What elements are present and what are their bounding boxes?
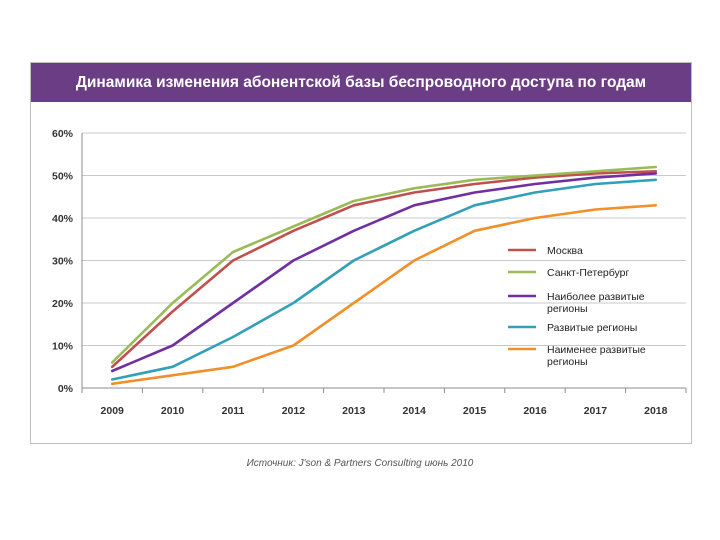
y-tick-label: 50% (52, 171, 74, 183)
legend-label: Наименее развитые регионы (547, 344, 646, 368)
legend-label: Развитые регионы (547, 322, 637, 334)
source-note: Источник: J'son & Partners Consulting ию… (246, 458, 474, 469)
y-tick-label: 30% (52, 256, 74, 268)
y-tick-label: 0% (58, 383, 74, 395)
series-line (110, 172, 658, 373)
x-tick-label: 2011 (222, 405, 245, 417)
legend-label: Москва (547, 245, 583, 257)
line-chart: 0% 10% 20% 30% 40% 50% 60% 2009 2010 2011 2012 2013… (52, 128, 687, 417)
x-tick-label: 2016 (523, 405, 547, 417)
x-tick-label: 2013 (342, 405, 366, 417)
x-tick-label: 2009 (101, 405, 125, 417)
legend-label: Наиболее развитые регионы (547, 291, 645, 315)
series-line (110, 165, 658, 364)
y-tick-label: 10% (52, 341, 74, 353)
y-tick-label: 40% (52, 213, 74, 225)
x-tick-label: 2012 (282, 405, 306, 417)
legend-label: Санкт-Петербург (547, 267, 630, 279)
y-tick-label: 20% (52, 298, 74, 310)
chart-frame: Динамика изменения абонентской базы бесп… (30, 62, 692, 444)
x-tick-label: 2014 (403, 405, 427, 417)
x-tick-label: 2015 (463, 405, 487, 417)
series-line (110, 170, 658, 369)
y-tick-label: 60% (52, 128, 74, 140)
x-tick-label: 2017 (584, 405, 608, 417)
chart-title: Динамика изменения абонентской базы бесп… (31, 63, 691, 102)
series-line (110, 204, 658, 386)
series-line (110, 178, 658, 381)
x-tick-label: 2018 (644, 405, 668, 417)
x-tick-label: 2010 (161, 405, 185, 417)
